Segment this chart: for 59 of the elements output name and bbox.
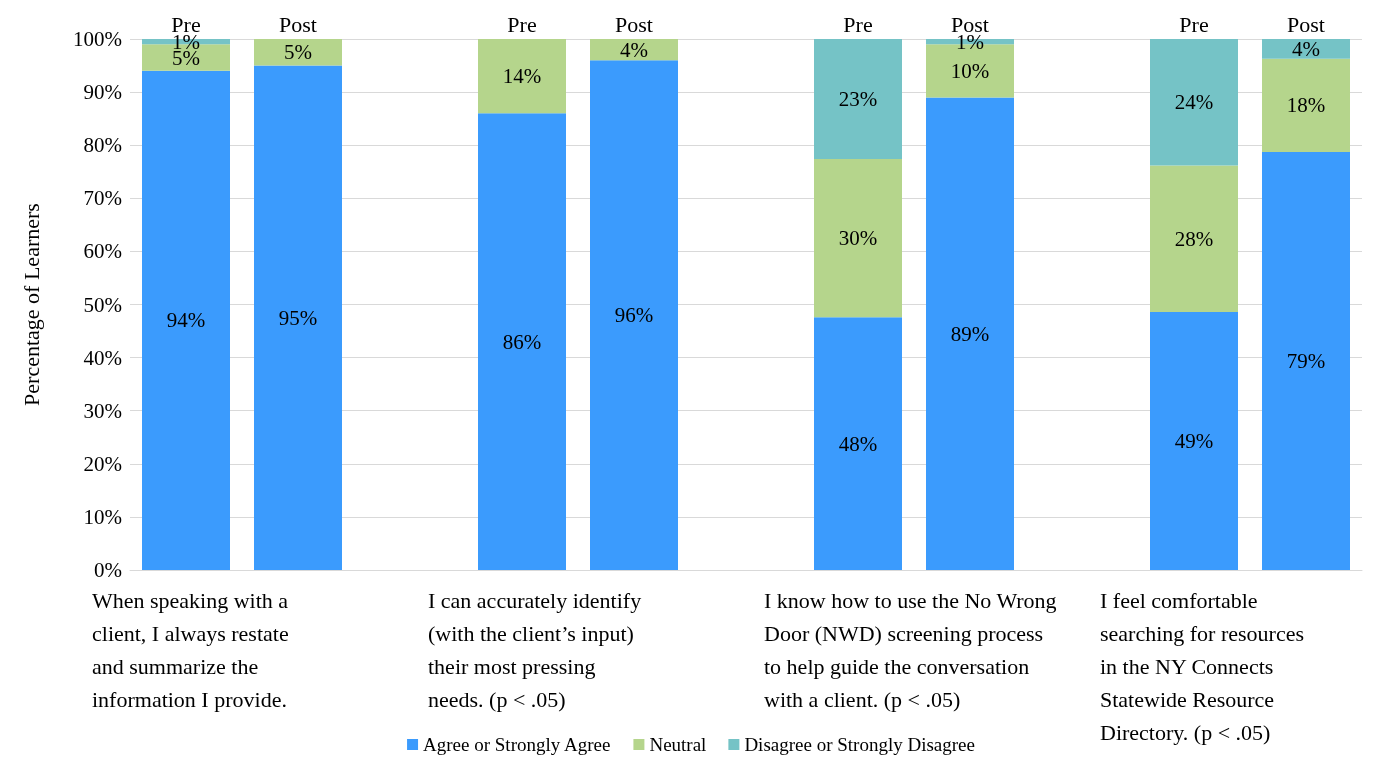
y-tick-label: 50% <box>83 292 122 317</box>
y-axis-title: Percentage of Learners <box>18 203 44 406</box>
data-label: 89% <box>950 321 990 346</box>
x-tick-label: Pre <box>843 11 873 37</box>
data-label: 23% <box>838 87 878 111</box>
x-tick-label: Pre <box>507 11 537 37</box>
data-label: 49% <box>1174 428 1214 453</box>
text: I know how to use the No Wrong Door (NWD) screening process to help guide the conversation with a client. (p < .05) <box>764 588 1057 712</box>
y-tick-label: 40% <box>83 345 122 370</box>
y-tick-label: 100% <box>73 27 122 51</box>
text: I can accurately identify (with the client’s input) their most pressing needs. (p < .05) <box>428 588 642 712</box>
y-tick-label: 10% <box>83 504 122 529</box>
bar <box>814 159 902 318</box>
data-label: 28% <box>1174 226 1214 251</box>
y-tick-label: 70% <box>83 186 122 211</box>
data-label: 86% <box>502 329 542 354</box>
x-tick-label: Post <box>279 11 317 37</box>
bar <box>142 70 230 570</box>
x-tick-label: Pre <box>1179 11 1209 37</box>
y-tick-label: 0% <box>94 558 122 582</box>
data-label: 48% <box>838 431 878 456</box>
data-label: 10% <box>950 58 990 83</box>
bar <box>254 39 342 66</box>
y-tick-label: 30% <box>83 398 122 423</box>
bar <box>814 39 902 160</box>
data-label: 94% <box>166 308 206 333</box>
x-tick-label: Post <box>615 11 653 37</box>
legend-label: Neutral <box>649 734 707 755</box>
data-label: 79% <box>1286 349 1326 374</box>
bar <box>590 60 678 570</box>
legend-label: Agree or Strongly Agree <box>423 734 611 755</box>
data-label: 95% <box>278 305 318 330</box>
text: I feel comfortable searching for resources in the NY Connects Statewide Resource Directory. (p < .05) <box>1100 588 1305 745</box>
bar <box>1262 58 1350 153</box>
data-label: 18% <box>1286 93 1326 118</box>
y-tick-label: 20% <box>83 451 122 476</box>
data-label: 5% <box>284 40 312 65</box>
bar <box>1262 152 1350 570</box>
data-label: 4% <box>620 37 648 62</box>
data-label: 24% <box>1174 90 1214 115</box>
bar <box>1150 311 1238 570</box>
y-tick-label: 90% <box>83 80 122 105</box>
bar <box>478 39 566 114</box>
legend-label: Disagree or Strongly Disagree <box>744 734 975 755</box>
bar <box>814 317 902 570</box>
bar <box>1262 39 1350 59</box>
bar <box>1150 39 1238 166</box>
data-label: 96% <box>614 303 654 328</box>
data-label: 14% <box>502 64 542 89</box>
bar <box>926 97 1014 570</box>
data-label: 30% <box>838 226 878 251</box>
y-tick-label: 60% <box>83 239 122 264</box>
y-tick-label: 80% <box>83 133 122 158</box>
bar <box>1150 165 1238 312</box>
text: When speaking with a client, I always restate and summarize the information I provide. <box>92 588 289 712</box>
data-label: 4% <box>1292 36 1320 61</box>
bar <box>478 113 566 570</box>
bar <box>254 65 342 570</box>
x-tick-label: Post <box>1287 11 1325 37</box>
